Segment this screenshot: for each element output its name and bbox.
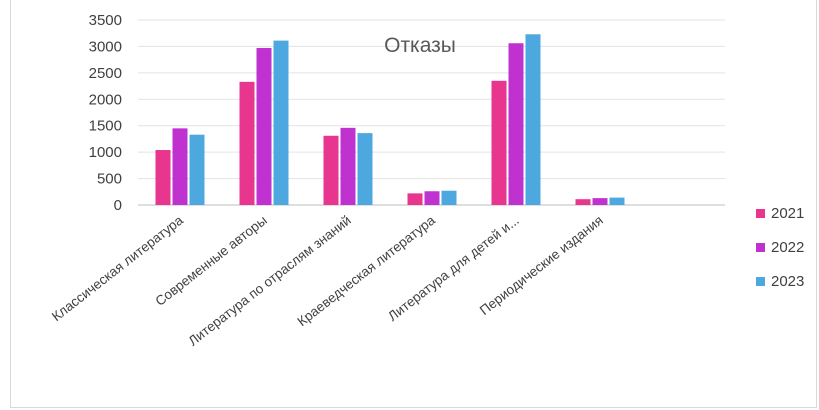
bar-2022-1 — [256, 48, 272, 206]
y-tick-label: 500 — [97, 171, 122, 188]
legend-item-2023: 2023 — [756, 264, 804, 298]
legend: 2021 2022 2023 — [756, 196, 804, 298]
y-axis-tick-labels: 0 500 1000 1500 2000 2500 3000 3500 — [89, 12, 122, 214]
bar-2021-3 — [407, 193, 423, 205]
bar-2021-1 — [239, 81, 255, 205]
legend-label-2022: 2022 — [771, 238, 805, 256]
legend-swatch-2021 — [756, 208, 765, 218]
bar-2021-0 — [155, 150, 171, 205]
x-tick-label: Литература по отраслям знаний — [185, 213, 353, 349]
bar-2022-3 — [424, 191, 440, 205]
y-tick-label: 0 — [114, 197, 122, 214]
legend-label-2021: 2021 — [771, 204, 805, 222]
chart-title: Отказы — [384, 34, 456, 57]
bars — [155, 34, 625, 206]
bar-2023-5 — [609, 197, 625, 205]
bar-2023-0 — [189, 134, 205, 205]
y-tick-label: 3000 — [89, 38, 122, 55]
bar-2021-2 — [323, 135, 339, 205]
bar-2023-1 — [273, 40, 289, 205]
x-tick-label: Краеведческая литература — [295, 212, 439, 329]
legend-item-2021: 2021 — [756, 196, 804, 230]
bar-2022-2 — [340, 127, 356, 205]
y-tick-label: 1500 — [89, 118, 122, 135]
legend-label-2023: 2023 — [771, 272, 805, 290]
x-tick-label: Классическая литература — [49, 212, 186, 324]
bar-2021-4 — [491, 80, 507, 205]
legend-swatch-2022 — [756, 242, 765, 252]
legend-item-2022: 2022 — [756, 230, 804, 264]
y-tick-label: 2000 — [89, 91, 122, 108]
bar-2022-4 — [508, 43, 524, 205]
bar-2021-5 — [575, 199, 591, 205]
bar-2023-3 — [441, 190, 457, 205]
bar-2022-5 — [592, 198, 608, 205]
bar-2023-4 — [525, 34, 541, 206]
bar-2022-0 — [172, 128, 188, 205]
bar-2023-2 — [357, 133, 373, 205]
y-tick-label: 1000 — [89, 144, 122, 161]
y-tick-label: 3500 — [89, 12, 122, 29]
legend-swatch-2023 — [756, 276, 765, 286]
y-tick-label: 2500 — [89, 65, 122, 82]
